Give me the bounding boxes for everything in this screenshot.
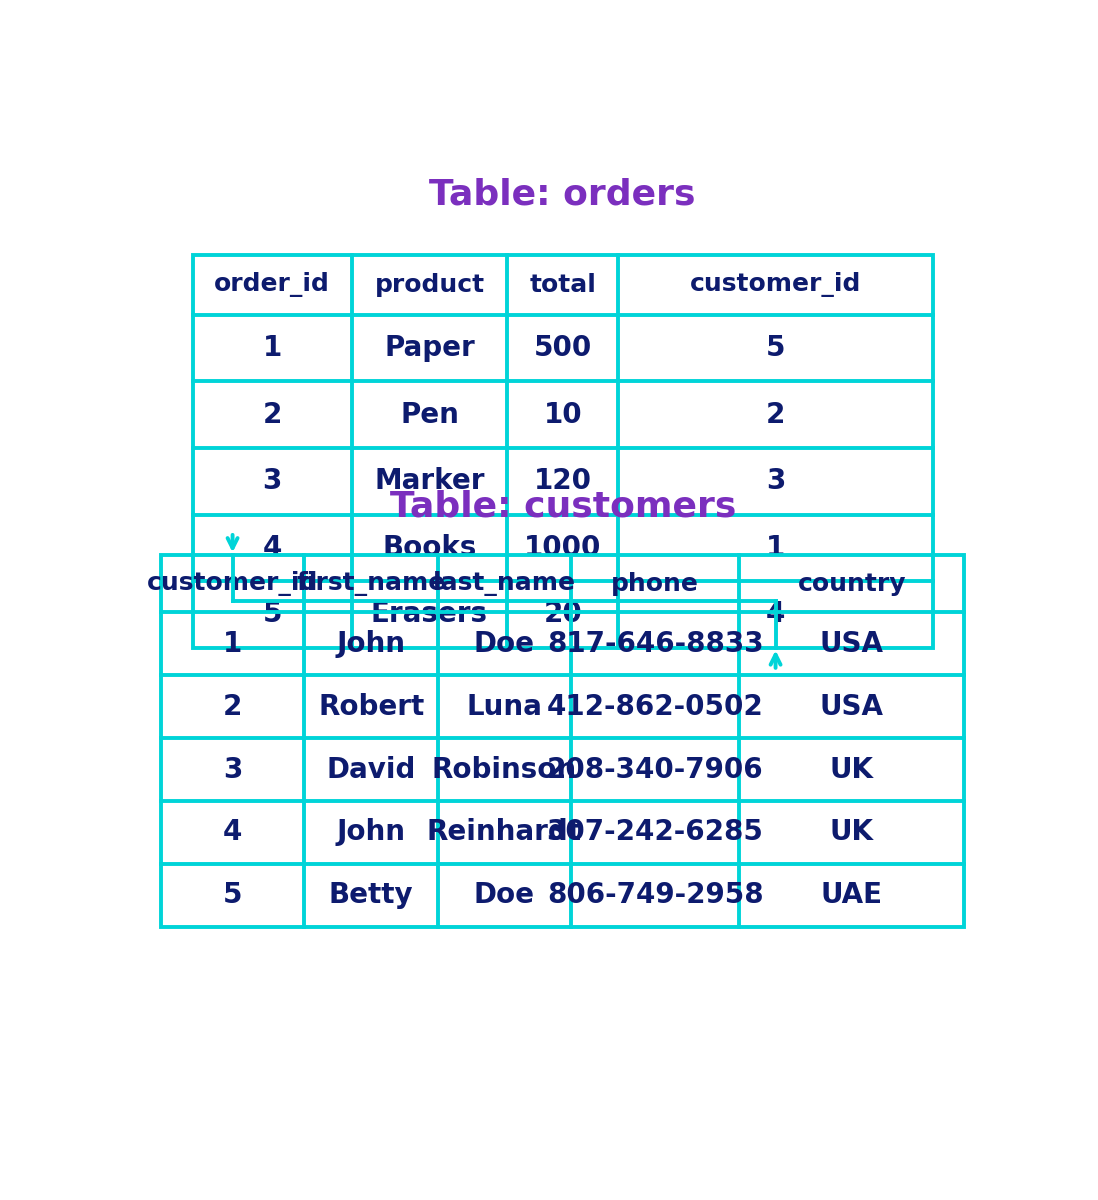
Text: 3: 3	[262, 467, 282, 496]
Text: 5: 5	[765, 335, 785, 362]
Text: order_id: order_id	[214, 272, 330, 298]
Text: first_name: first_name	[296, 571, 446, 596]
Text: 5: 5	[223, 881, 243, 910]
Text: Luna: Luna	[467, 692, 542, 721]
Text: 500: 500	[534, 335, 592, 362]
Text: Doe: Doe	[474, 630, 535, 658]
Text: 3: 3	[223, 756, 243, 784]
Text: customer_id: customer_id	[690, 272, 861, 298]
Text: 2: 2	[262, 401, 282, 428]
Text: John: John	[337, 630, 405, 658]
Text: 1000: 1000	[524, 534, 602, 562]
Text: Erasers: Erasers	[371, 600, 488, 629]
Text: customer_id: customer_id	[147, 571, 318, 596]
Text: 817-646-8833: 817-646-8833	[547, 630, 763, 658]
Text: 4: 4	[262, 534, 282, 562]
Text: 1: 1	[766, 534, 785, 562]
Text: country: country	[797, 572, 906, 596]
Text: 5: 5	[262, 600, 282, 629]
Text: 4: 4	[223, 818, 243, 846]
Text: last_name: last_name	[433, 571, 576, 596]
Text: 1: 1	[262, 335, 282, 362]
Text: Betty: Betty	[328, 881, 414, 910]
Text: UK: UK	[830, 756, 874, 784]
Text: UK: UK	[830, 818, 874, 846]
Text: phone: phone	[612, 572, 699, 596]
Text: 806-749-2958: 806-749-2958	[547, 881, 763, 910]
Text: Robert: Robert	[318, 692, 424, 721]
Text: 10: 10	[544, 401, 582, 428]
Text: 1: 1	[223, 630, 243, 658]
Text: Pen: Pen	[400, 401, 459, 428]
Text: Books: Books	[382, 534, 477, 562]
Text: total: total	[529, 272, 596, 296]
Text: UAE: UAE	[821, 881, 883, 910]
Text: product: product	[374, 272, 484, 296]
Text: Reinhardt: Reinhardt	[427, 818, 582, 846]
Bar	[161, 556, 964, 926]
Text: Table: customers: Table: customers	[390, 490, 736, 523]
Text: 412-862-0502: 412-862-0502	[547, 692, 763, 721]
Text: Paper: Paper	[384, 335, 474, 362]
Text: 20: 20	[544, 600, 582, 629]
Text: Marker: Marker	[374, 467, 484, 496]
Text: 3: 3	[766, 467, 785, 496]
Text: 120: 120	[534, 467, 592, 496]
Text: 4: 4	[766, 600, 785, 629]
Bar	[192, 254, 933, 648]
Text: John: John	[337, 818, 405, 846]
Text: USA: USA	[820, 692, 884, 721]
Text: 307-242-6285: 307-242-6285	[547, 818, 763, 846]
Text: Doe: Doe	[474, 881, 535, 910]
Text: Robinson: Robinson	[432, 756, 578, 784]
Text: 2: 2	[223, 692, 243, 721]
Text: 2: 2	[766, 401, 785, 428]
Text: USA: USA	[820, 630, 884, 658]
Text: 208-340-7906: 208-340-7906	[547, 756, 763, 784]
Text: David: David	[326, 756, 416, 784]
Text: Table: orders: Table: orders	[429, 178, 696, 212]
